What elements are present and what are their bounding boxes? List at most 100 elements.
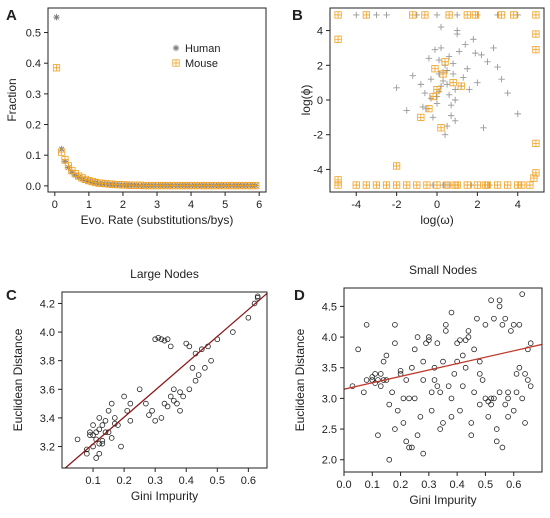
data-point (482, 321, 489, 328)
data-point-cross (423, 181, 431, 189)
data-point-cross (474, 181, 481, 189)
data-point (468, 420, 475, 426)
data-point (491, 395, 497, 402)
data-point (380, 358, 387, 365)
data-point (383, 352, 390, 359)
y-tick-label: 0.3 (26, 89, 41, 101)
data-point (445, 11, 453, 19)
data-point (505, 395, 511, 402)
x-tick-label: 0.3 (421, 479, 436, 491)
data-point (479, 377, 486, 383)
data-point-cross (472, 11, 479, 19)
data-point (426, 337, 432, 343)
x-tick-label: -2 (392, 199, 402, 211)
y-tick-label: 2 (317, 60, 323, 72)
data-point (421, 11, 429, 19)
data-point (498, 75, 505, 83)
data-point (400, 420, 407, 426)
data-point (152, 417, 158, 424)
data-point (443, 122, 451, 130)
data-point (463, 181, 471, 189)
data-point (466, 86, 473, 93)
data-point (102, 429, 109, 436)
data-point (496, 303, 503, 310)
data-point (386, 456, 393, 463)
y-tick-label: 4.0 (322, 332, 337, 344)
data-point (473, 181, 481, 189)
data-point (149, 407, 155, 414)
y-tick-label: 0.4 (26, 58, 41, 70)
data-point (437, 23, 445, 31)
data-point (433, 85, 441, 94)
data-point (437, 426, 443, 432)
data-point (447, 112, 455, 119)
data-point-cross (464, 181, 471, 189)
data-point-cross (334, 36, 342, 43)
y-tick-label: -2 (313, 130, 323, 142)
data-point (251, 300, 258, 307)
data-point (74, 436, 81, 443)
data-point-cross (373, 181, 380, 189)
data-point (386, 401, 393, 408)
data-point (451, 371, 458, 377)
data-point (383, 11, 390, 19)
data-point (406, 444, 412, 451)
data-point (164, 403, 171, 410)
x-tick-label: 0.5 (210, 475, 225, 487)
data-point (143, 400, 149, 407)
data-point (437, 389, 443, 396)
data-point (425, 105, 433, 113)
data-point (426, 334, 432, 340)
data-point (127, 417, 134, 424)
data-point (431, 46, 439, 53)
data-point (127, 400, 134, 407)
data-point (441, 58, 449, 66)
data-point (433, 11, 441, 19)
data-point (363, 377, 370, 383)
data-point (516, 364, 523, 371)
data-point (505, 413, 511, 420)
data-point (437, 44, 445, 52)
data-point (419, 103, 427, 111)
data-point (352, 181, 360, 189)
data-point (510, 11, 518, 19)
data-point (208, 357, 214, 364)
data-point-cross (532, 169, 540, 177)
data-point (230, 329, 236, 335)
plot-frame (61, 291, 268, 469)
data-point-cross (433, 181, 441, 189)
data-point (377, 383, 384, 389)
data-point (502, 315, 509, 322)
data-point-cross (429, 93, 437, 100)
panel-label: A (6, 7, 17, 24)
data-point (84, 446, 90, 453)
x-axis-label: Gini Impurity (409, 493, 476, 507)
data-point (409, 444, 415, 451)
data-point (369, 374, 376, 380)
data-point (372, 181, 381, 189)
data-point-cross (413, 181, 421, 189)
data-point-cross (494, 181, 501, 189)
data-point-cross (252, 182, 259, 189)
y-tick-label: 0 (317, 95, 323, 107)
data-point (428, 407, 435, 414)
data-point (377, 371, 384, 377)
data-point (394, 407, 401, 414)
data-point (363, 321, 370, 328)
data-point (403, 181, 411, 189)
data-point (158, 336, 165, 343)
data-point-cross (409, 11, 416, 19)
data-point (522, 420, 528, 426)
legend-marker-cross (172, 59, 180, 67)
data-point (440, 420, 446, 426)
data-point (161, 400, 168, 407)
data-point (334, 176, 342, 184)
data-point (136, 386, 143, 393)
data-point (93, 455, 99, 461)
plot-area (344, 291, 542, 463)
data-point (417, 113, 425, 121)
y-tick-label: 2.5 (322, 424, 337, 436)
chart-title: Small Nodes (409, 263, 477, 277)
y-tick-label: -4 (313, 164, 323, 176)
